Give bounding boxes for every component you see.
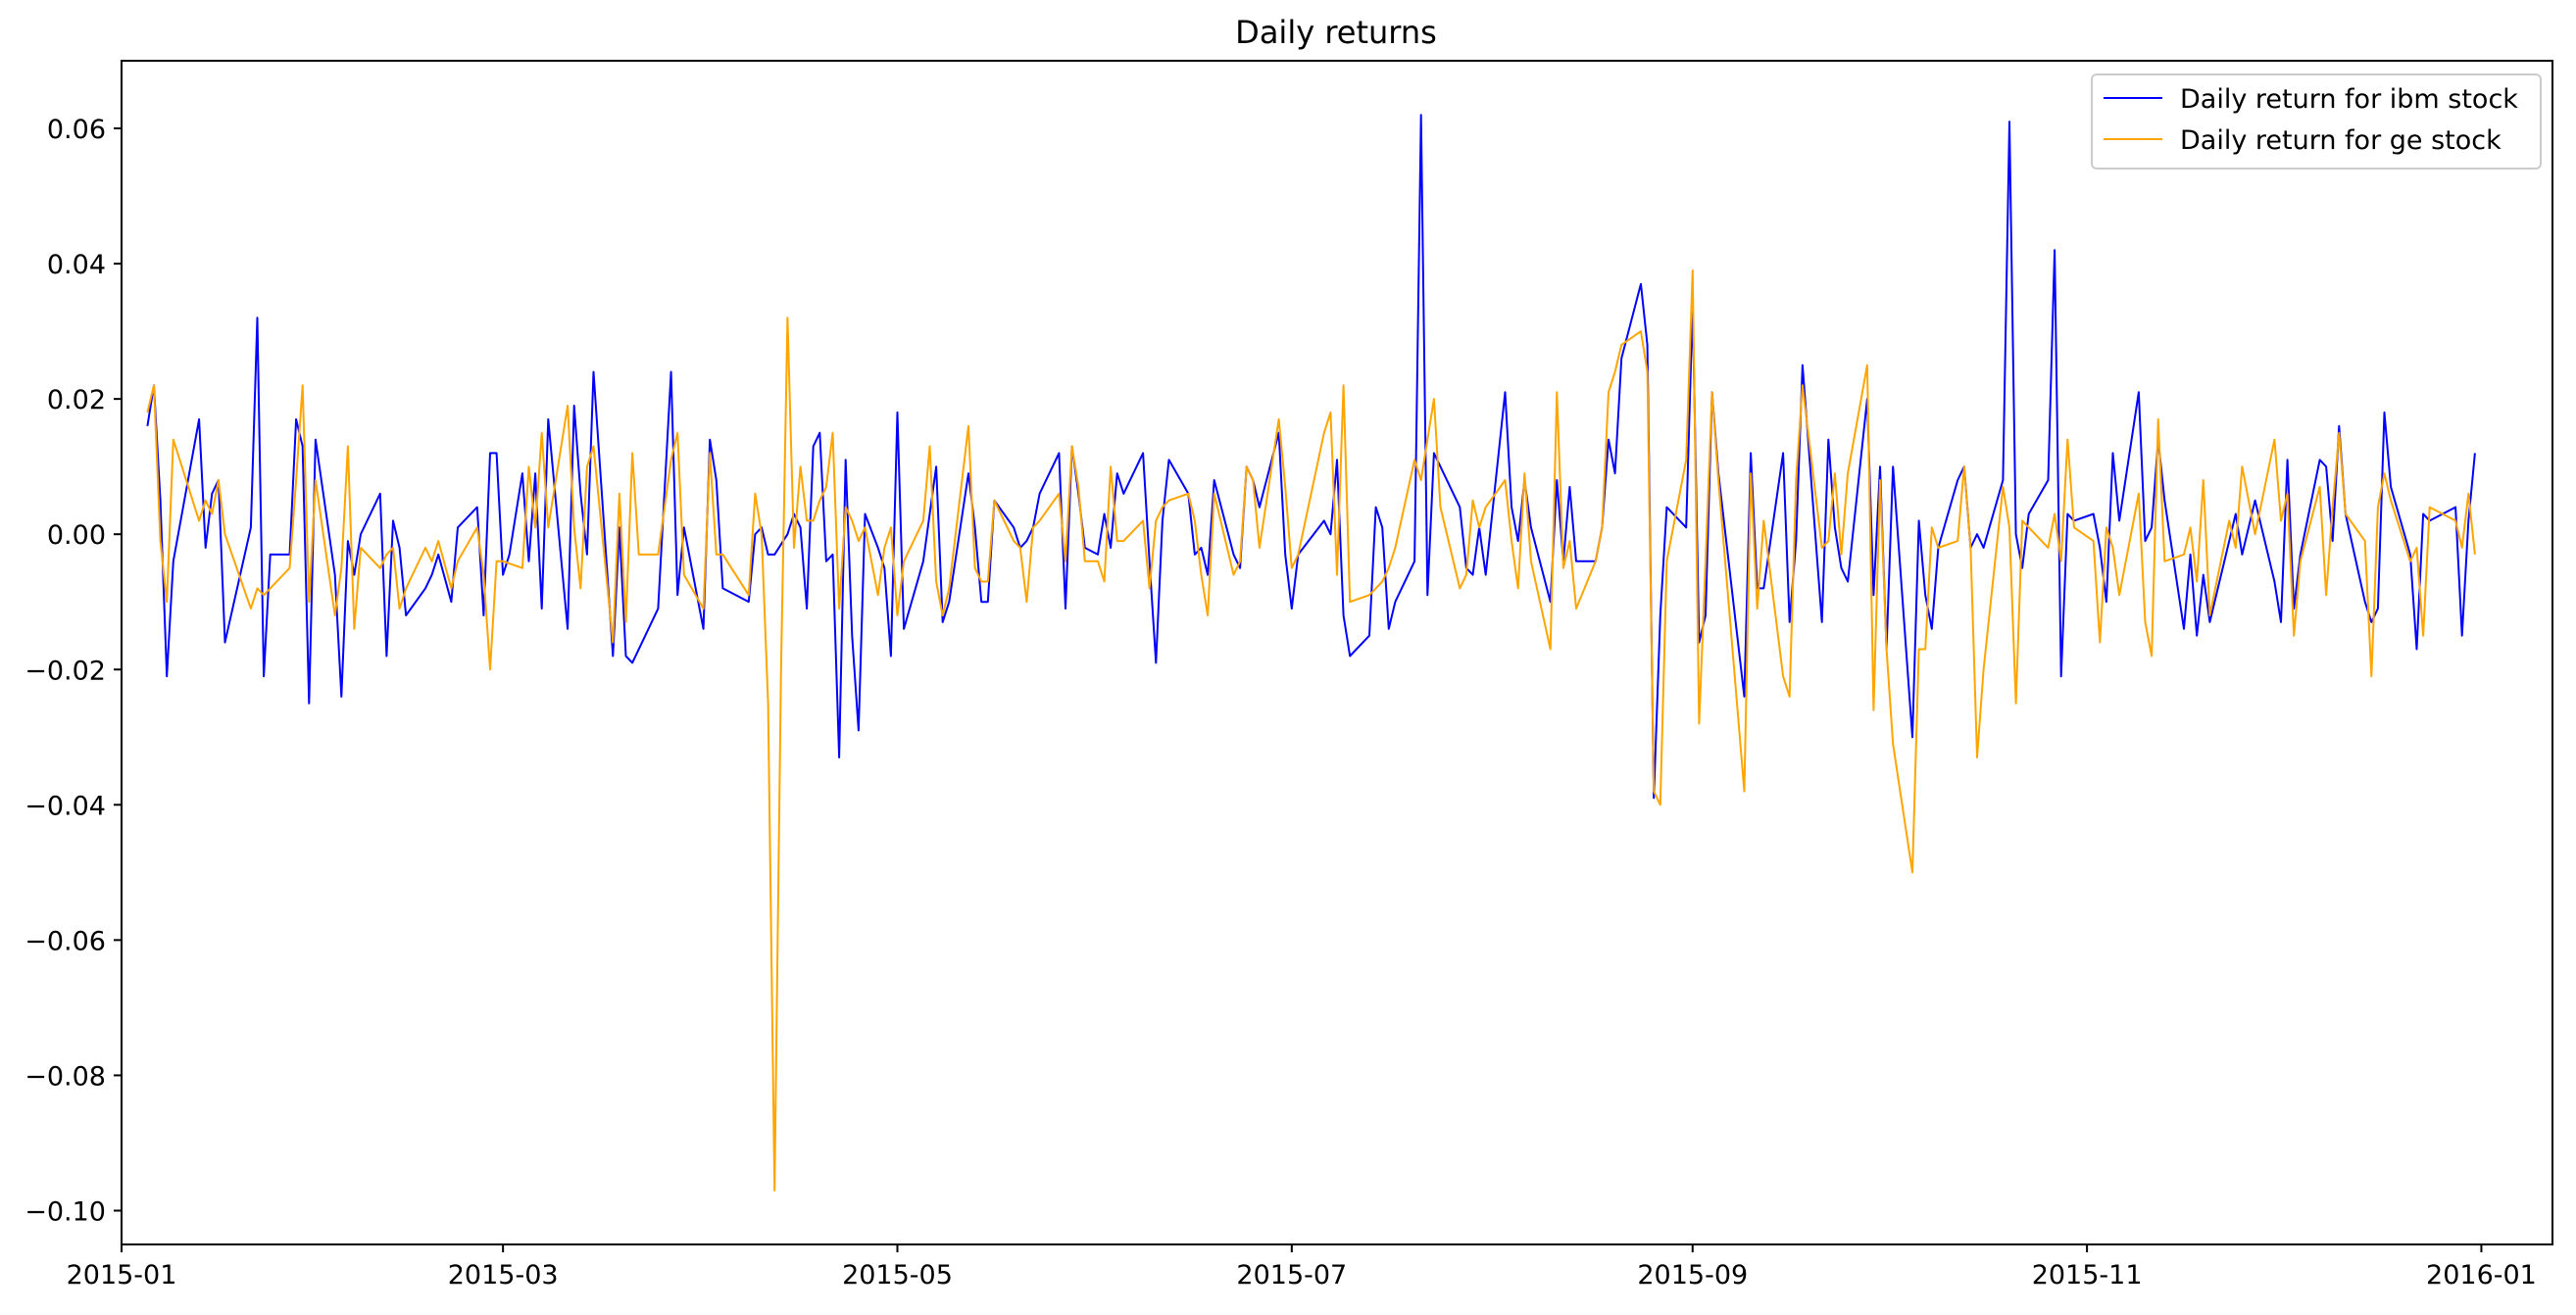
legend-box: [2091, 73, 2542, 170]
plot-frame: [121, 60, 2553, 1245]
series-layer: [146, 114, 2476, 1192]
x-tick-label: 2015-03: [448, 1260, 559, 1291]
x-tick-label: 2015-07: [1236, 1260, 1347, 1291]
y-tick-label: 0.04: [47, 250, 106, 280]
x-tick-label: 2015-09: [1637, 1260, 1748, 1291]
y-tick-label: −0.04: [25, 791, 106, 821]
y-axis: 0.06 0.04 0.02 0.00 −0.02 −0.04 −0.06 −0.08 −0.1…: [25, 115, 122, 1227]
series-line-0: [146, 114, 2476, 800]
chart-title: Daily returns: [1235, 14, 1437, 51]
x-tick-label: 2015-01: [67, 1260, 177, 1291]
y-tick-label: 0.06: [47, 115, 106, 145]
y-tick-label: −0.10: [25, 1196, 106, 1227]
x-tick-label: 2016-01: [2426, 1260, 2537, 1291]
x-tick-label: 2015-11: [2032, 1260, 2143, 1291]
y-tick-label: −0.02: [25, 656, 106, 686]
legend-label-ibm: Daily return for ibm stock: [2180, 84, 2518, 115]
series-line-1: [146, 269, 2476, 1192]
y-tick-label: −0.06: [25, 926, 106, 956]
y-tick-label: −0.08: [25, 1061, 106, 1092]
x-axis: 2015-01 2015-03 2015-05 2015-07 2015-09 2015-…: [67, 1244, 2537, 1291]
legend: Daily return for ibm stock Daily return …: [2091, 73, 2542, 170]
y-tick-label: 0.00: [47, 520, 106, 551]
x-tick-label: 2015-05: [842, 1260, 953, 1291]
y-tick-label: 0.02: [47, 385, 106, 415]
legend-label-ge: Daily return for ge stock: [2180, 125, 2502, 156]
